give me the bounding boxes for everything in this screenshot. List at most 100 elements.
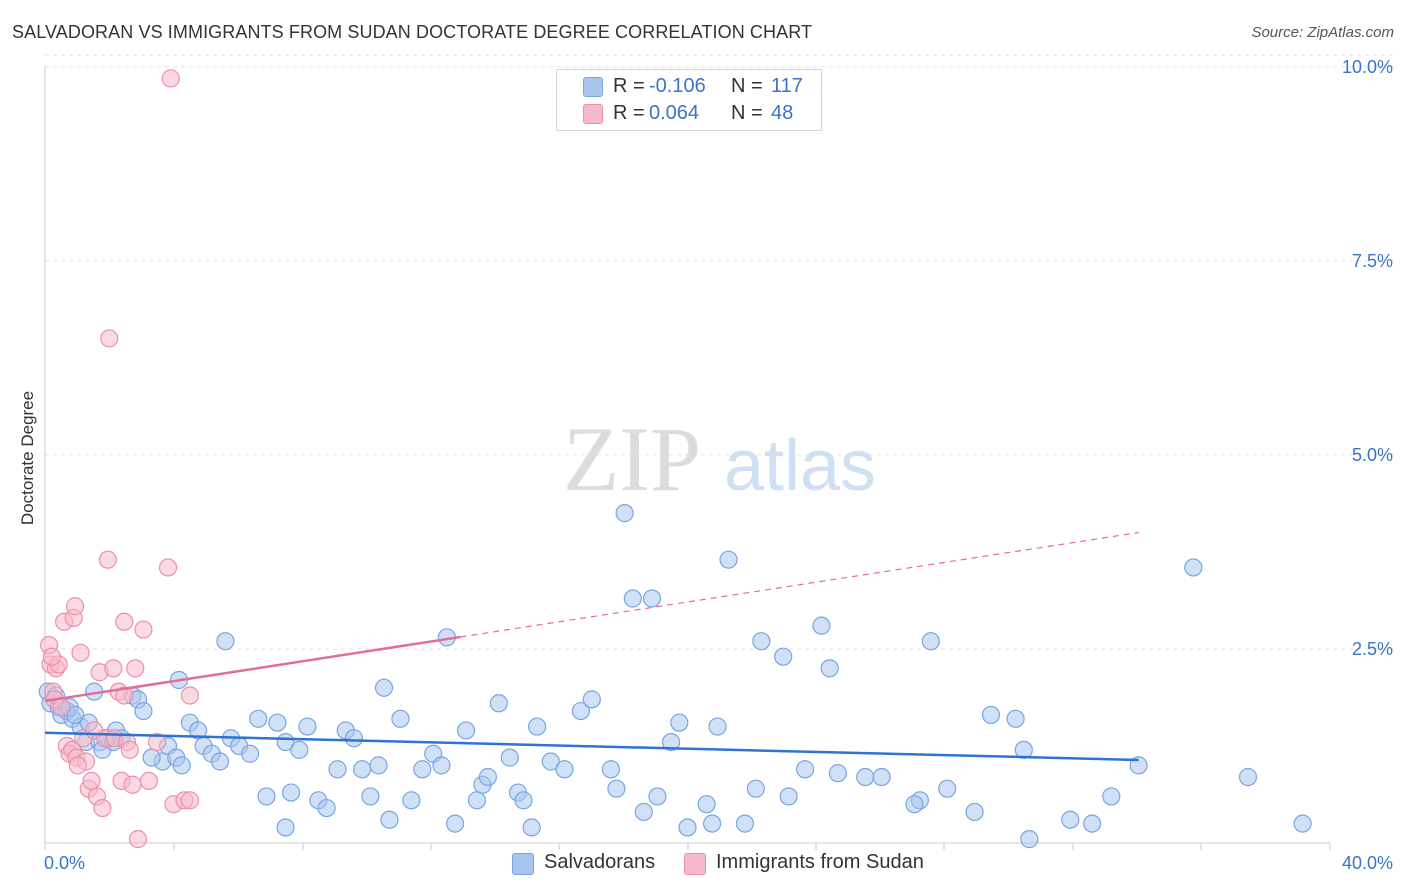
sudan-legend-label: Immigrants from Sudan	[716, 851, 924, 873]
salvadoran-point	[456, 721, 476, 740]
sudan-point	[180, 686, 200, 705]
sudan-point	[123, 775, 142, 794]
salvadoran-point	[1184, 558, 1203, 577]
salvadoran-point	[1293, 814, 1312, 833]
sudan-point	[134, 620, 153, 639]
salvadoran-point	[921, 632, 940, 651]
salvadorans-legend-label: Salvadorans	[544, 851, 656, 873]
salvadoran-point	[216, 632, 235, 651]
salvadoran-point	[172, 756, 191, 775]
salvadoran-point	[1006, 709, 1025, 728]
salvadoran-point	[210, 752, 230, 771]
salvadoran-point	[268, 713, 287, 732]
salvadoran-point	[555, 760, 574, 779]
salvadoran-point	[582, 690, 601, 709]
salvadoran-point	[1083, 814, 1102, 833]
salvadoran-point	[240, 744, 260, 763]
sudan-point	[147, 732, 167, 752]
salvadoran-point	[965, 802, 984, 822]
salvadoran-point	[905, 795, 924, 814]
chart-title: SALVADORAN VS IMMIGRANTS FROM SUDAN DOCT…	[12, 22, 813, 42]
sudan-point	[65, 597, 85, 616]
sudan-point	[126, 659, 145, 678]
sudan-trend-line-extension	[460, 531, 1139, 638]
salvadoran-point	[719, 550, 738, 569]
salvadoran-point	[735, 814, 755, 833]
salvadoran-point	[522, 818, 541, 837]
y-axis-label: Doctorate Degree	[18, 391, 37, 525]
sudan-trend-line	[44, 635, 461, 703]
salvadoran-point	[661, 732, 681, 752]
salvadorans-legend-swatch	[512, 853, 534, 875]
salvadoran-point	[500, 748, 519, 767]
salvadoran-point	[134, 701, 153, 721]
salvadoran-point	[249, 709, 268, 728]
salvadoran-point	[402, 791, 421, 810]
n-label: N =	[731, 102, 763, 124]
salvadoran-point	[281, 783, 301, 802]
salvadoran-point	[795, 760, 815, 779]
salvadoran-point	[703, 814, 722, 833]
salvadoran-point	[257, 787, 276, 806]
salvadoran-point	[774, 647, 793, 666]
salvadoran-point	[1238, 767, 1258, 787]
salvadoran-point	[1102, 787, 1121, 806]
watermark-zip: ZIP	[563, 408, 701, 510]
y-tick-label: 5.0%	[1352, 445, 1393, 465]
x-tick-label-min: 0.0%	[44, 853, 85, 873]
salvadoran-point	[344, 729, 364, 748]
salvadoran-point	[489, 694, 508, 713]
salvadoran-point	[1014, 740, 1033, 759]
salvadoran-point	[413, 760, 432, 779]
n-label: N =	[731, 75, 763, 97]
sudan-point	[104, 659, 123, 678]
source-label: Source: ZipAtlas.com	[1251, 24, 1394, 41]
r-value: -0.106	[649, 75, 706, 97]
n-value: 48	[771, 102, 794, 124]
sudan-point	[161, 69, 180, 88]
salvadoran-point	[290, 740, 309, 759]
sudan-point	[180, 791, 200, 810]
salvadoran-point	[65, 705, 85, 725]
salvadoran-point	[648, 787, 667, 806]
x-tick-label-max: 40.0%	[1342, 853, 1393, 873]
sudan-point	[100, 329, 119, 348]
sudan-point	[115, 686, 134, 705]
salvadoran-point	[361, 787, 380, 806]
y-tick-label: 2.5%	[1352, 639, 1393, 659]
salvadoran-point	[981, 705, 1001, 725]
salvadoran-point	[670, 713, 689, 732]
sudan-point	[120, 740, 139, 759]
y-tick-label: 10.0%	[1342, 57, 1393, 77]
salvadoran-point	[353, 760, 372, 779]
sudan-point	[68, 756, 87, 775]
salvadoran-point	[514, 791, 533, 810]
salvadoran-point	[142, 748, 161, 767]
salvadoran-point	[276, 818, 295, 837]
salvadoran-point	[820, 659, 839, 678]
sudan-point	[139, 771, 158, 791]
salvadoran-point	[615, 504, 634, 523]
sudan-point	[71, 643, 90, 662]
salvadoran-point	[571, 701, 590, 721]
salvadorans-trend-line	[44, 731, 1139, 762]
salvadoran-point	[467, 791, 487, 810]
salvadoran-point	[708, 717, 727, 736]
sudan-point	[93, 798, 112, 818]
salvadoran-point	[812, 616, 831, 635]
salvadoran-point	[391, 709, 410, 728]
sudan-point	[98, 550, 117, 569]
sudan-legend-swatch	[684, 853, 706, 875]
salvadoran-point	[601, 760, 621, 779]
salvadoran-point	[752, 632, 771, 651]
sudan-point	[115, 612, 134, 631]
r-label: R =	[613, 75, 645, 97]
sudan-point	[52, 698, 71, 717]
salvadoran-point	[528, 717, 547, 736]
salvadoran-point	[1020, 830, 1039, 849]
salvadoran-point	[298, 717, 317, 736]
salvadoran-point	[369, 756, 388, 775]
salvadoran-point	[634, 802, 653, 822]
sudan-point	[42, 647, 61, 666]
